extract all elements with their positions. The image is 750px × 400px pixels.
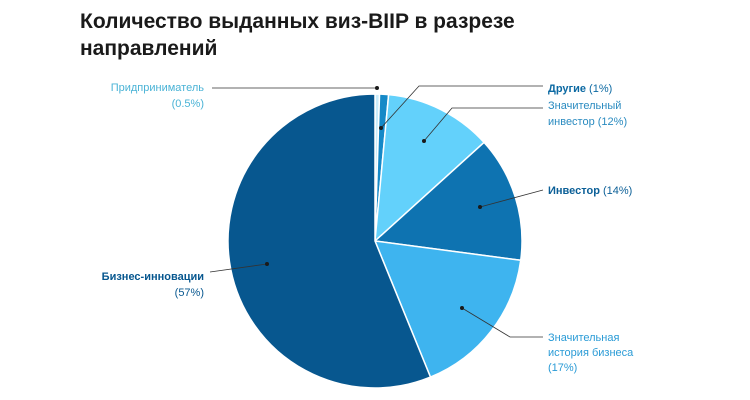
chart-title: Количество выданных виз-BIIP в разрезе н… — [80, 10, 515, 60]
leader-line-значительная-история-бизнеса — [461, 307, 543, 338]
slice-labels: Придприниматель (0.5%) Другие (1%) Значител… — [102, 82, 634, 374]
leader-line-бизнес-инновации — [209, 263, 268, 273]
leader-dot-придприниматель — [375, 86, 379, 90]
slice-label-инвестор: Инвестор (14%) — [548, 185, 632, 197]
leader-line-другие — [380, 85, 543, 129]
slice-label-значительный-инвестор: Значительный инвестор (12%) — [548, 100, 627, 128]
pie-slices — [227, 93, 523, 389]
slice-label-значительная-история-бизнеса: Значительная история бизнеса (17%) — [548, 332, 634, 374]
pie-slice-значительная-история-бизнеса — [373, 240, 522, 379]
leader-lines — [209, 85, 544, 338]
leader-dot-значительная-история-бизнеса — [460, 306, 464, 310]
slice-label-придприниматель: Придприниматель (0.5%) — [111, 82, 205, 110]
leader-dot-другие — [379, 126, 383, 130]
leader-line-значительный-инвестор — [423, 107, 543, 142]
slice-label-другие: Другие (1%) — [548, 83, 612, 95]
pie-slice-значительный-инвестор — [374, 93, 486, 243]
slice-label-бизнес-инновации: Бизнес-инновации (57%) — [102, 271, 204, 299]
leader-line-инвестор — [479, 189, 544, 208]
leader-dot-инвестор — [478, 205, 482, 209]
leader-dot-значительный-инвестор — [422, 139, 426, 143]
leader-dot-бизнес-инновации — [265, 262, 269, 266]
